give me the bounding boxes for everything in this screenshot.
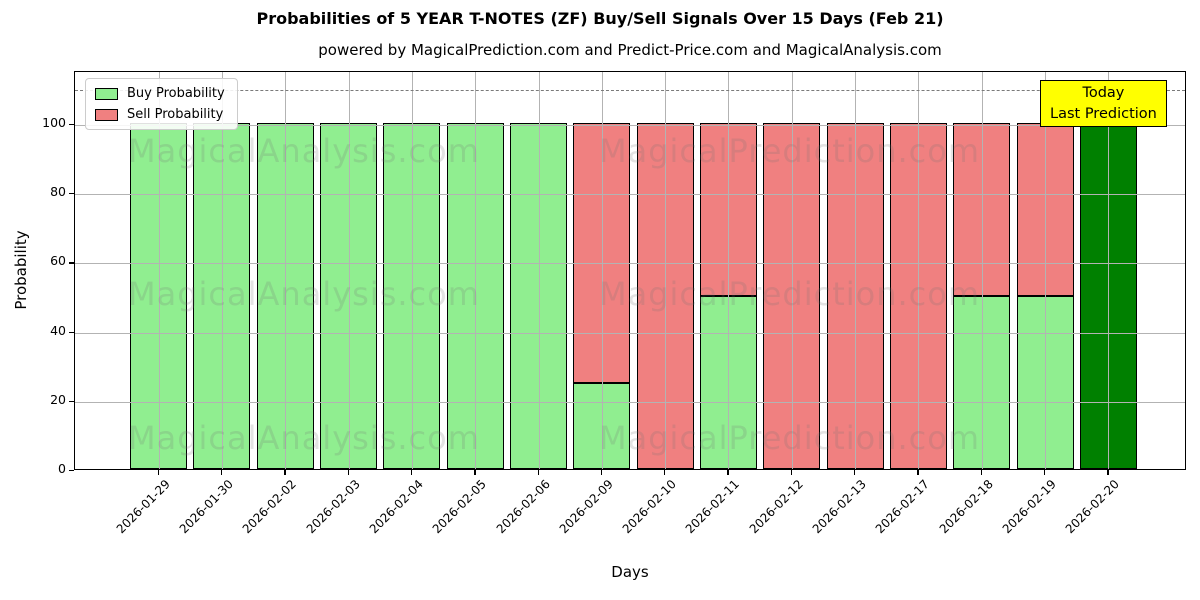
x-tick-label: 2026-02-09 [556,477,616,537]
x-tick-label: 2026-02-17 [873,477,933,537]
watermark-right: MagicalPrediction.com [599,132,980,170]
sell-legend-swatch [95,108,118,121]
x-tick-mark [1044,470,1046,475]
x-tick-label: 2026-02-13 [809,477,869,537]
y-tick-label: 100 [42,114,66,130]
x-gridline [665,72,667,469]
y-tick-label: 60 [50,253,66,269]
x-gridline [1045,72,1047,469]
watermark-left: MagicalAnalysis.com [128,132,480,170]
x-gridline [728,72,730,469]
x-gridline [855,72,857,469]
y-tick-mark [69,331,74,333]
legend-item: Buy Probability [95,86,225,101]
x-tick-label: 2026-02-06 [493,477,553,537]
y-tick-label: 20 [50,391,66,407]
x-gridline [791,72,793,469]
x-tick-label: 2026-02-05 [429,477,490,537]
x-axis-label: Days [611,563,649,581]
buy-legend-swatch [95,87,118,100]
legend-label: Sell Probability [127,107,224,122]
x-tick-mark [157,470,159,475]
watermark-left: MagicalAnalysis.com [128,275,480,313]
y-axis-label: Probability [12,230,30,310]
x-gridline [601,72,603,469]
x-tick-mark [410,470,413,475]
plot-area: Buy Probability Sell Probability Today La… [74,71,1186,470]
y-tick-label: 40 [50,322,66,338]
x-gridline [981,72,983,469]
x-tick-mark [284,470,286,475]
x-tick-mark [474,470,476,475]
x-tick-mark [917,470,919,475]
x-tick-label: 2026-02-10 [619,477,680,537]
x-tick-mark [1107,470,1109,475]
y-tick-mark [69,193,74,195]
today-annotation: Today Last Prediction [1040,80,1167,127]
x-tick-label: 2026-02-03 [303,477,363,537]
x-tick-mark [664,470,666,475]
x-gridline [285,72,287,469]
watermark-right: MagicalPrediction.com [599,419,980,457]
legend-label: Buy Probability [127,86,225,101]
x-tick-mark [347,470,349,475]
x-tick-label: 2026-01-30 [176,477,236,537]
x-tick-label: 2026-01-29 [113,477,173,537]
x-tick-mark [537,470,539,475]
x-tick-label: 2026-02-11 [683,477,743,537]
x-gridline [158,72,160,469]
chart-title: Probabilities of 5 YEAR T-NOTES (ZF) Buy… [256,9,944,28]
x-tick-label: 2026-02-19 [999,477,1059,537]
y-tick-label: 0 [58,461,66,476]
watermark-right: MagicalPrediction.com [599,275,980,313]
y-gridline [75,124,1185,126]
y-tick-mark [69,262,74,264]
x-tick-mark [790,470,793,475]
x-tick-mark [980,470,983,475]
y-tick-mark [69,400,74,403]
y-gridline [75,401,1185,403]
y-gridline [75,332,1185,334]
y-tick-mark [69,123,74,126]
x-gridline [475,72,477,469]
x-tick-label: 2026-02-20 [1063,477,1123,537]
x-tick-mark [220,470,223,475]
chart-subtitle: powered by MagicalPrediction.com and Pre… [318,41,942,59]
annotation-line-2: Last Prediction [1050,105,1157,122]
x-tick-label: 2026-02-18 [936,477,996,537]
x-gridline [411,72,413,469]
x-tick-mark [600,470,603,475]
x-gridline [1108,72,1110,469]
x-gridline [918,72,920,469]
x-gridline [348,72,350,469]
x-tick-label: 2026-02-12 [746,477,806,537]
y-gridline [75,194,1185,196]
y-tick-mark [69,470,74,472]
watermark-left: MagicalAnalysis.com [128,419,480,457]
x-gridline [538,72,540,469]
y-gridline [75,263,1185,265]
x-tick-label: 2026-02-02 [239,477,300,537]
legend: Buy Probability Sell Probability [85,78,238,130]
x-tick-mark [854,470,856,475]
x-tick-label: 2026-02-04 [366,477,426,537]
x-gridline [221,72,223,469]
annotation-line-1: Today [1082,85,1125,101]
y-tick-label: 80 [50,184,66,200]
dashed-threshold-line [75,89,1185,91]
x-tick-mark [727,470,729,475]
legend-item: Sell Probability [95,107,225,122]
